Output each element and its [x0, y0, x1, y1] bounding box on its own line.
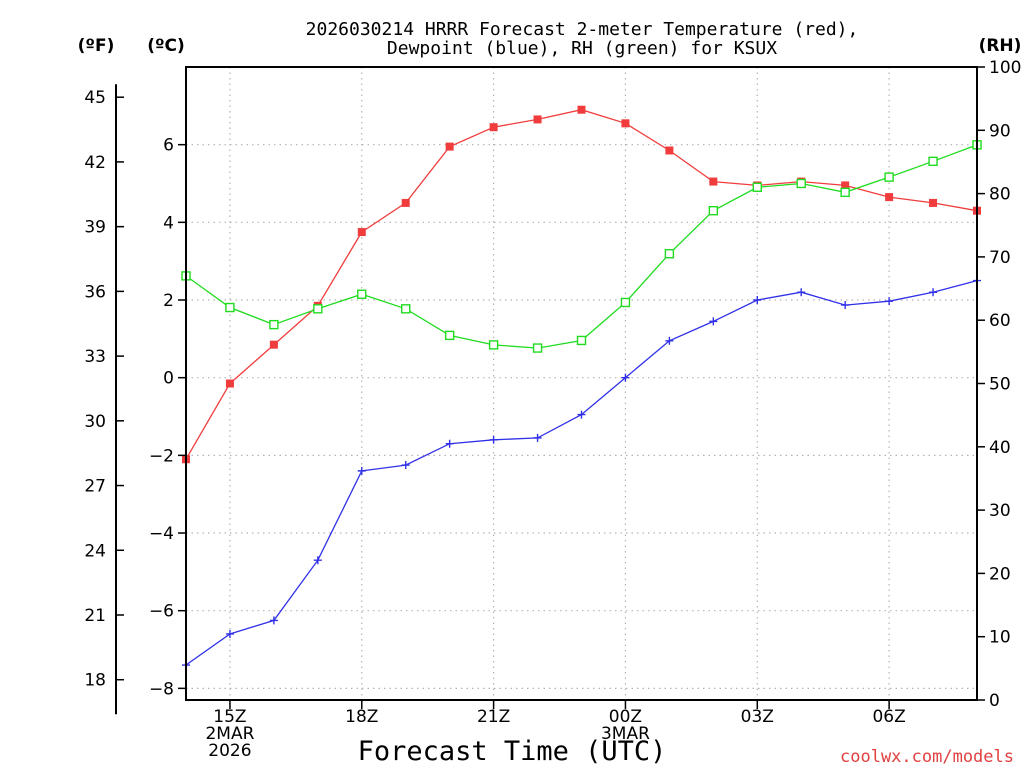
- relative-humidity-point: [708, 205, 719, 216]
- dewpoint-point: [269, 616, 278, 625]
- 2-meter-temperature-point: [709, 177, 718, 186]
- dewpoint-point: [401, 461, 410, 470]
- celsius-axis-label: (ºC): [147, 36, 185, 56]
- 2-meter-temperature-point: [401, 198, 410, 207]
- celsius-tick-label: −8: [149, 679, 174, 699]
- rh-tick-label: 10: [989, 628, 1011, 648]
- chart-title-line2: Dewpoint (blue), RH (green) for KSUX: [387, 38, 777, 59]
- relative-humidity-point: [225, 302, 235, 313]
- celsius-tick-label: 6: [163, 136, 174, 156]
- dewpoint-point: [929, 288, 938, 297]
- dewpoint-point: [885, 297, 894, 306]
- rh-tick-label: 60: [989, 311, 1011, 331]
- axes-layer: −8−6−4−202461821242730333639424501020304…: [84, 58, 1021, 761]
- celsius-tick-label: 2: [163, 291, 174, 311]
- 2-meter-temperature-point: [269, 340, 278, 349]
- x-tick-label: 03Z: [741, 707, 774, 727]
- 2-meter-temperature-point: [621, 119, 630, 128]
- x-tick-label: 3MAR: [601, 724, 650, 744]
- x-tick-label: 2026: [208, 741, 251, 761]
- fahrenheit-tick-label: 30: [84, 412, 106, 432]
- x-axis-title: Forecast Time (UTC): [358, 736, 667, 767]
- rh-tick-label: 20: [989, 564, 1011, 584]
- fahrenheit-tick-label: 18: [84, 671, 106, 691]
- x-tick-label: 00Z: [609, 707, 642, 727]
- relative-humidity-point: [488, 340, 499, 350]
- rh-tick-label: 30: [989, 501, 1011, 521]
- relative-humidity-point: [752, 182, 762, 192]
- rh-tick-label: 90: [989, 121, 1011, 141]
- 2-meter-temperature-point: [357, 228, 366, 237]
- fahrenheit-axis-label: (ºF): [78, 36, 115, 56]
- relative-humidity-point: [664, 249, 675, 259]
- fahrenheit-tick-label: 27: [84, 477, 106, 497]
- rh-tick-label: 80: [989, 185, 1011, 205]
- relative-humidity-point: [532, 343, 543, 353]
- 2-meter-temperature-point: [885, 193, 894, 202]
- relative-humidity-point: [401, 304, 411, 314]
- dewpoint-point: [445, 439, 454, 448]
- fahrenheit-tick-label: 39: [84, 218, 106, 238]
- relative-humidity-point: [620, 297, 631, 308]
- 2-meter-temperature-point: [665, 146, 674, 155]
- fahrenheit-tick-label: 42: [84, 153, 106, 173]
- dewpoint-point: [357, 466, 366, 475]
- x-tick-label: 2MAR: [205, 724, 254, 744]
- x-tick-label: 21Z: [477, 707, 510, 727]
- fahrenheit-tick-label: 33: [84, 347, 106, 367]
- dewpoint-point: [225, 629, 234, 638]
- 2-meter-temperature-line: [185, 109, 978, 460]
- relative-humidity-point: [444, 330, 455, 341]
- 2-meter-temperature-point: [533, 115, 542, 124]
- dewpoint-point: [577, 410, 586, 419]
- 2-meter-temperature-point: [929, 198, 938, 207]
- relative-humidity-point: [928, 156, 938, 167]
- dewpoint-point: [665, 336, 674, 345]
- credit-text: coolwx.com/models: [840, 747, 1014, 767]
- fahrenheit-tick-label: 21: [84, 606, 106, 626]
- fahrenheit-tick-label: 45: [84, 88, 106, 108]
- rh-tick-label: 100: [989, 58, 1021, 78]
- dewpoint-point: [313, 556, 322, 565]
- x-tick-label: 18Z: [345, 707, 378, 727]
- rh-tick-label: 50: [989, 375, 1011, 395]
- relative-humidity-point: [840, 187, 850, 198]
- celsius-tick-label: −2: [149, 446, 174, 466]
- dewpoint-point: [841, 301, 850, 310]
- gridlines: [186, 67, 977, 700]
- relative-humidity-point: [884, 172, 894, 182]
- dewpoint-point: [753, 296, 762, 305]
- celsius-tick-label: −6: [149, 602, 174, 622]
- celsius-tick-label: 0: [163, 369, 174, 389]
- series-layer: [181, 105, 982, 670]
- chart-title-line1: 2026030214 HRRR Forecast 2-meter Tempera…: [306, 19, 859, 40]
- rh-tick-label: 0: [989, 691, 1000, 711]
- dewpoint-point: [709, 317, 718, 326]
- x-tick-label: 06Z: [872, 707, 905, 727]
- 2-meter-temperature-point: [225, 379, 234, 388]
- plot-frame: [185, 66, 978, 701]
- relative-humidity-point: [269, 319, 279, 330]
- dewpoint-point: [489, 435, 498, 444]
- dewpoint-point: [533, 433, 542, 442]
- relative-humidity-point: [357, 289, 367, 299]
- dewpoint-point: [797, 288, 806, 297]
- x-tick-label: 15Z: [213, 707, 246, 727]
- relative-humidity-point: [313, 304, 323, 314]
- rh-tick-label: 70: [989, 248, 1011, 268]
- dewpoint-point: [621, 373, 630, 382]
- celsius-tick-label: −4: [149, 524, 174, 544]
- fahrenheit-tick-label: 36: [84, 282, 106, 302]
- rh-tick-label: 40: [989, 438, 1011, 458]
- fahrenheit-tick-label: 24: [84, 541, 106, 561]
- 2-meter-temperature-point: [841, 181, 850, 190]
- 2-meter-temperature-point: [577, 105, 586, 114]
- celsius-tick-label: 4: [163, 213, 174, 233]
- relative-humidity-point: [796, 178, 806, 189]
- 2-meter-temperature-point: [445, 142, 454, 151]
- rh-axis-label: (RH): [979, 36, 1022, 56]
- relative-humidity-point: [576, 335, 587, 346]
- 2-meter-temperature-point: [489, 123, 498, 132]
